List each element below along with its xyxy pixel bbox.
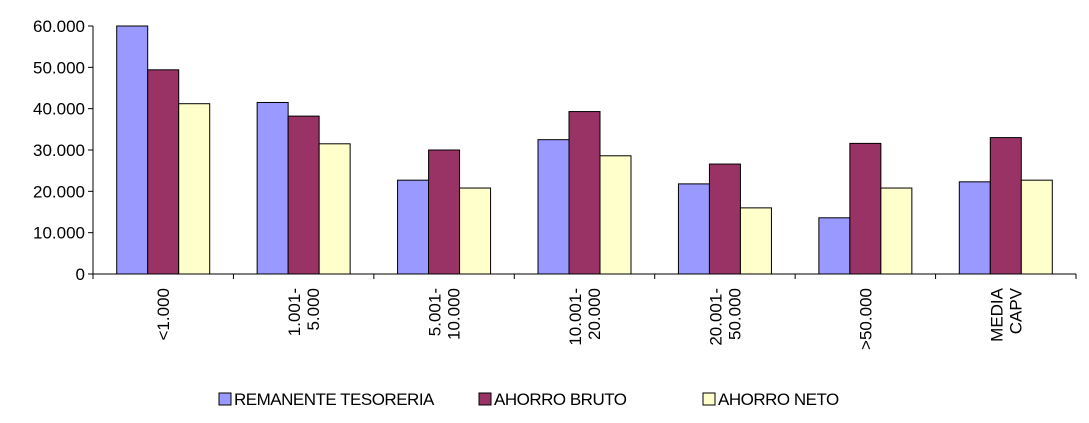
bar [318, 143, 351, 275]
bar [568, 111, 601, 275]
category-label: 1.001- [285, 288, 304, 336]
category-label: 50.000 [725, 288, 744, 340]
bar [677, 183, 710, 275]
legend-label: AHORRO NETO [718, 390, 839, 409]
category-label: CAPV [1006, 287, 1025, 334]
category-label: 20.001- [706, 288, 725, 346]
category-label: 10.001- [566, 288, 585, 346]
bar [1020, 179, 1053, 275]
bar [287, 115, 320, 275]
category-label: 20.000 [585, 288, 604, 340]
category-label: 10.000 [445, 288, 464, 340]
bar [256, 101, 289, 275]
y-tick-label: 60.000 [33, 17, 85, 36]
y-tick-label: 40.000 [33, 100, 85, 119]
y-tick-label: 20.000 [33, 182, 85, 201]
y-tick-label: 50.000 [33, 58, 85, 77]
bar [116, 25, 149, 275]
y-tick-label: 0 [76, 265, 85, 284]
legend: REMANENTE TESORERIA AHORRO BRUTO AHORRO NE… [218, 390, 840, 409]
y-axis: 0 10.000 20.000 30.000 40.000 50.000 60.000 [33, 17, 94, 284]
legend-swatch [218, 392, 232, 406]
bar [989, 137, 1022, 275]
bar [147, 69, 180, 275]
bar [849, 142, 882, 275]
bar [599, 155, 632, 275]
bar [708, 163, 741, 275]
bars [116, 25, 1053, 275]
bar [880, 187, 913, 275]
y-tick-label: 30.000 [33, 141, 85, 160]
bar [739, 207, 772, 275]
category-label: 5.001- [426, 288, 445, 336]
legend-swatch [702, 392, 716, 406]
category-label: <1.000 [154, 288, 173, 340]
bar [958, 181, 991, 275]
bar [397, 179, 430, 275]
y-tick-label: 10.000 [33, 224, 85, 243]
bar [459, 187, 492, 275]
category-label: >50.000 [856, 288, 875, 350]
bar [818, 217, 851, 275]
bar [537, 139, 570, 275]
category-label: 5.000 [304, 288, 323, 331]
bar [178, 103, 211, 275]
category-labels: <1.000 1.001- 5.000 5.001- 10.000 10.001- 20.0… [154, 287, 1025, 350]
legend-label: REMANENTE TESORERIA [234, 390, 435, 409]
legend-swatch [478, 392, 492, 406]
legend-label: AHORRO BRUTO [494, 390, 627, 409]
category-label: MEDIA [987, 287, 1006, 342]
bar [428, 149, 461, 275]
x-axis [92, 273, 1077, 279]
